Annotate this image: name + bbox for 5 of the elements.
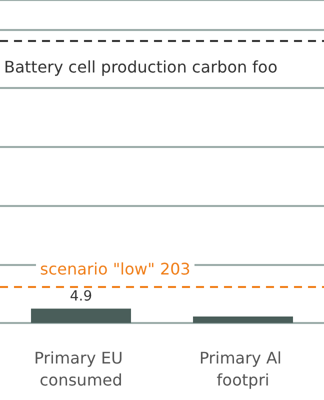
x-tick-label: Primary Al footpri bbox=[199, 348, 287, 390]
ref-line-label: scenario "low" 203 bbox=[40, 259, 190, 278]
data-label: 4.9 bbox=[70, 288, 92, 305]
x-tick-label: Primary EU consumed bbox=[34, 348, 128, 390]
ref-line-label: Battery cell production carbon foo bbox=[4, 58, 278, 77]
